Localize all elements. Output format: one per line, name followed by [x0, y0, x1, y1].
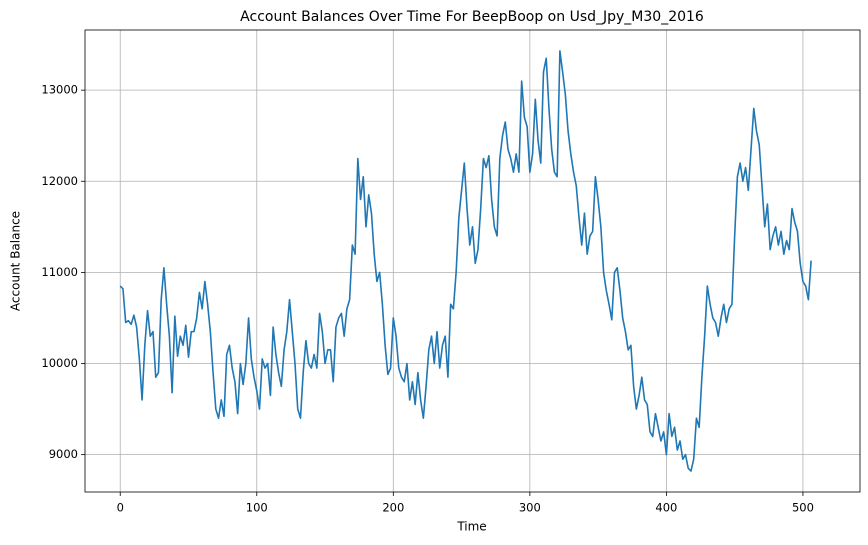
- y-tick-label: 10000: [41, 356, 78, 370]
- y-tick-label: 9000: [49, 447, 78, 461]
- y-tick-label: 12000: [41, 174, 78, 188]
- plot-frame: [84, 29, 861, 493]
- x-tick-label: 200: [382, 501, 404, 515]
- y-tick-label: 13000: [41, 83, 78, 97]
- x-axis-label: Time: [456, 520, 486, 534]
- x-tick-label: 300: [519, 501, 541, 515]
- y-axis-label: Account Balance: [9, 211, 23, 311]
- data-line: [119, 50, 812, 472]
- x-tick-label: 500: [792, 501, 814, 515]
- x-tick-label: 0: [117, 501, 124, 515]
- y-tick-label: 11000: [41, 265, 78, 279]
- chart-title: Account Balances Over Time For BeepBoop …: [240, 9, 704, 25]
- x-tick-label: 400: [655, 501, 677, 515]
- x-tick-label: 100: [246, 501, 268, 515]
